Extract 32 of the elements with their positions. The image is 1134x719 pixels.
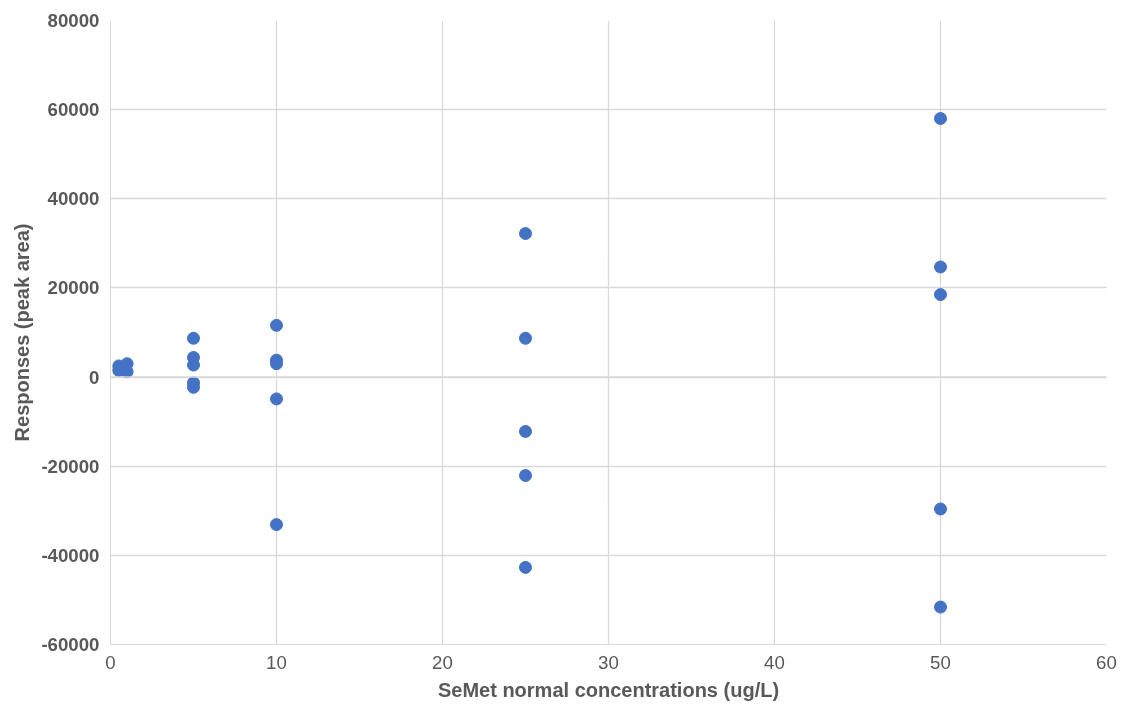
y-tick-label: 80000 — [47, 10, 100, 31]
point — [519, 331, 532, 345]
x-tick-label: 30 — [598, 651, 619, 673]
point — [120, 365, 134, 379]
x-tick-label: 50 — [930, 651, 951, 673]
y-tick-label: -60000 — [41, 634, 100, 655]
x-axis-title: SeMet normal concentrations (ug/L) — [437, 678, 780, 701]
x-tick-label: 0 — [105, 651, 116, 673]
point — [934, 112, 947, 126]
y-axis-title: Responses (peak area) — [11, 223, 34, 442]
point — [934, 288, 947, 302]
point — [934, 600, 947, 614]
point — [934, 502, 947, 516]
point — [934, 260, 947, 274]
x-tick-label: 20 — [432, 651, 453, 673]
point — [270, 392, 283, 406]
point — [519, 469, 532, 483]
point — [187, 331, 200, 345]
y-tick-label: 20000 — [47, 277, 100, 299]
x-tick-label: 40 — [764, 651, 785, 673]
point — [519, 227, 532, 241]
point — [519, 424, 532, 438]
x-tick-label: 60 — [1096, 651, 1117, 673]
point — [519, 560, 532, 574]
y-tick-label: 40000 — [47, 188, 100, 210]
y-tick-label: 60000 — [47, 99, 100, 121]
y-tick-label: -20000 — [41, 455, 100, 477]
point — [270, 518, 283, 532]
x-tick-label: 10 — [266, 651, 287, 673]
point — [270, 318, 283, 332]
y-tick-label: -40000 — [41, 544, 100, 566]
y-tick-label: 0 — [89, 366, 100, 388]
